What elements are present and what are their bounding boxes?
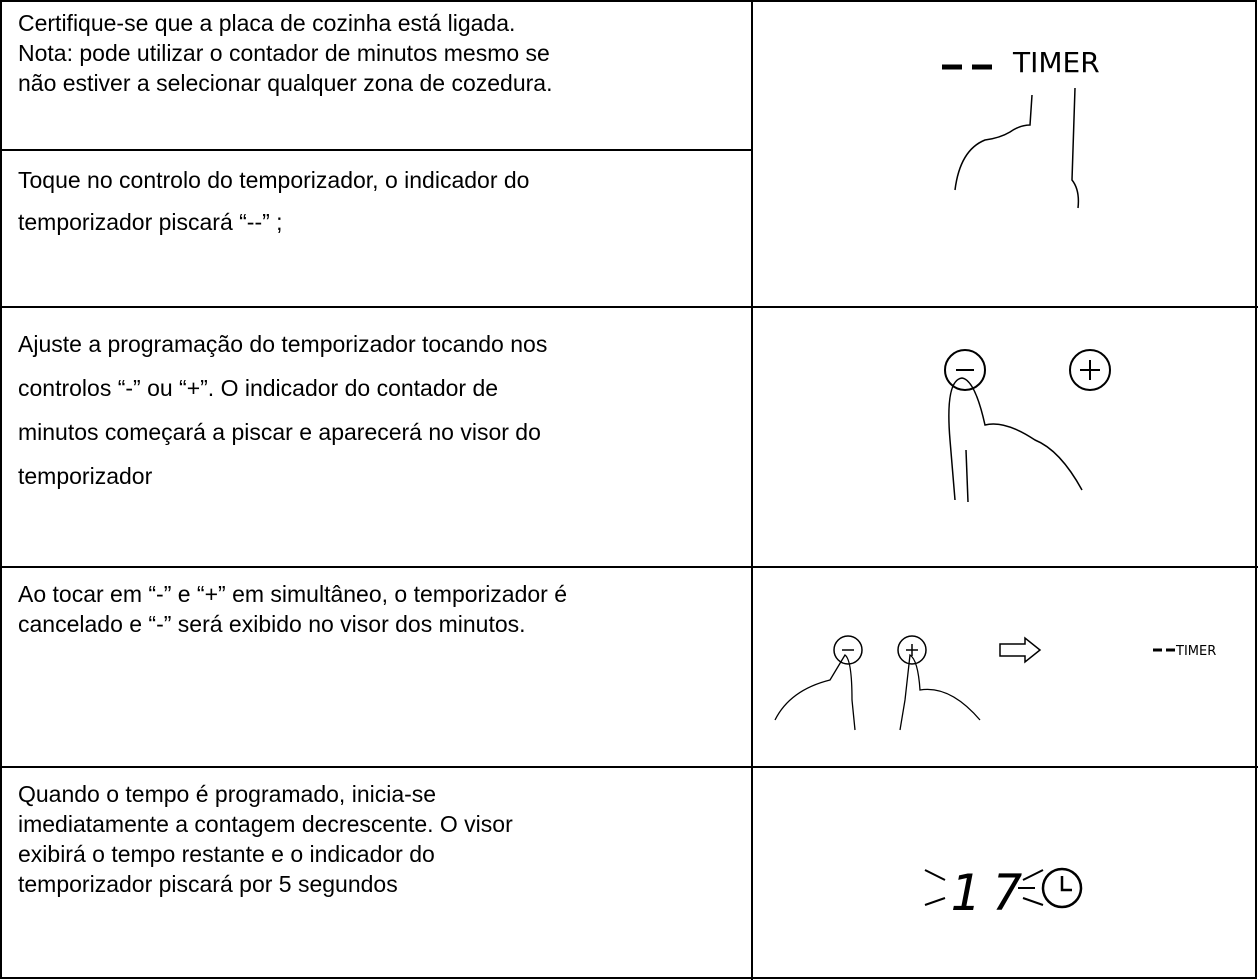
text-line: imediatamente a contagem decrescente. O … bbox=[18, 811, 513, 837]
text-line: temporizador bbox=[18, 463, 153, 489]
timer-label: TIMER bbox=[1175, 644, 1216, 659]
text-line: Toque no controlo do temporizador, o ind… bbox=[18, 167, 530, 193]
text-line: cancelado e “-” será exibido no visor do… bbox=[18, 611, 526, 637]
text-line: controlos “-” ou “+”. O indicador do con… bbox=[18, 375, 499, 401]
text-line: não estiver a selecionar qualquer zona d… bbox=[18, 70, 553, 96]
text-line: Ao tocar em “-” e “+” em simultâneo, o t… bbox=[18, 581, 568, 607]
text-line: exibirá o tempo restante e o indicador d… bbox=[18, 841, 435, 867]
text-cell: Ajuste a programação do temporizador toc… bbox=[18, 322, 547, 498]
text-line: Quando o tempo é programado, inicia-se bbox=[18, 781, 437, 807]
text-cell: Toque no controlo do temporizador, o ind… bbox=[18, 159, 529, 243]
text-line: minutos começará a piscar e aparecerá no… bbox=[18, 419, 541, 445]
text-cell: Ao tocar em “-” e “+” em simultâneo, o t… bbox=[18, 579, 567, 639]
text-line: Certifique-se que a placa de cozinha est… bbox=[18, 10, 516, 36]
timer-display: 17 bbox=[950, 864, 1034, 922]
text-line: temporizador piscará por 5 segundos bbox=[18, 871, 398, 897]
text-line: temporizador piscará “--” ; bbox=[18, 209, 283, 235]
timer-label: TIMER bbox=[1012, 46, 1100, 79]
text-cell: Certifique-se que a placa de cozinha est… bbox=[18, 8, 552, 98]
text-line: Nota: pode utilizar o contador de minuto… bbox=[18, 40, 550, 66]
text-line: Ajuste a programação do temporizador toc… bbox=[18, 331, 548, 357]
text-cell: Quando o tempo é programado, inicia-se im… bbox=[18, 779, 513, 899]
